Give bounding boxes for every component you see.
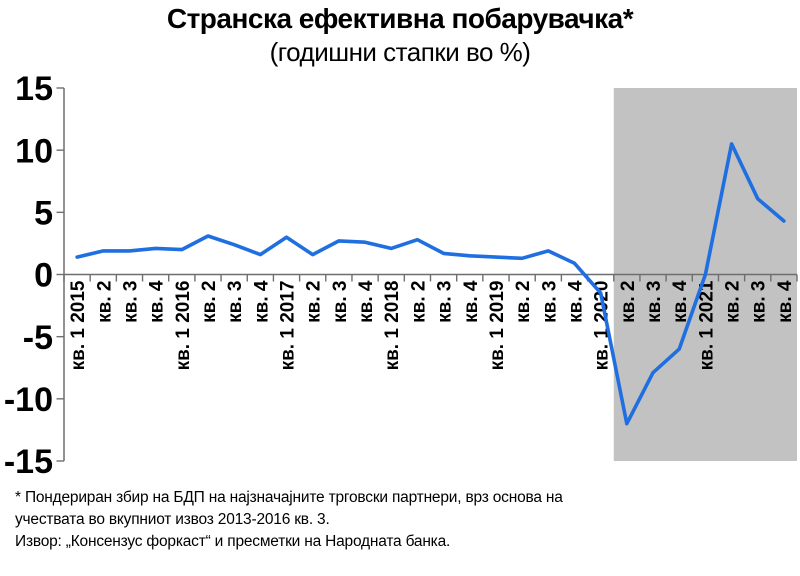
x-tick-label: кв. 1 2020 xyxy=(592,281,613,371)
y-tick-label: -10 xyxy=(4,381,53,419)
x-tick-label: кв. 2 xyxy=(94,281,115,323)
y-tick-label: -15 xyxy=(4,443,53,480)
x-tick-label: кв. 2 xyxy=(618,281,639,323)
x-tick-label: кв. 2 xyxy=(723,281,744,323)
chart-subtitle: (годишни стапки во %) xyxy=(269,37,531,67)
x-tick-label: кв. 1 2017 xyxy=(278,281,299,371)
x-tick-label: кв. 4 xyxy=(775,280,796,323)
x-tick-label: кв. 4 xyxy=(251,280,272,323)
x-tick-label: кв. 3 xyxy=(120,281,141,323)
x-tick-label: кв. 2 xyxy=(304,281,325,323)
x-tick-label: кв. 4 xyxy=(147,280,168,323)
x-tick-label: кв. 4 xyxy=(565,280,586,323)
y-tick-label: 15 xyxy=(15,70,53,108)
source-note: Извор: „Консензус форкаст“ и пресметки н… xyxy=(15,533,451,550)
x-tick-label: кв. 3 xyxy=(330,281,351,323)
x-tick-label: кв. 3 xyxy=(749,281,770,323)
x-tick-label: кв. 1 2016 xyxy=(173,281,194,371)
x-tick-label: кв. 2 xyxy=(513,281,534,323)
x-tick-label: кв. 3 xyxy=(539,281,560,323)
footnote-line-1: * Пондериран збир на БДП на најзначајнит… xyxy=(15,489,563,506)
x-tick-label: кв. 3 xyxy=(225,281,246,323)
x-tick-label: кв. 3 xyxy=(435,281,456,323)
x-tick-label: кв. 1 2015 xyxy=(68,280,89,370)
footnote-line-2: учествата во вкупниот извоз 2013-2016 кв… xyxy=(15,511,330,528)
footnotes: * Пондериран збир на БДП на најзначајнит… xyxy=(15,487,790,553)
y-tick-label: -5 xyxy=(23,319,53,357)
x-tick-label: кв. 1 2019 xyxy=(487,280,508,370)
x-tick-label: кв. 4 xyxy=(670,280,691,323)
x-tick-label: кв. 1 2021 xyxy=(696,280,717,370)
x-tick-label: кв. 4 xyxy=(356,280,377,323)
x-tick-label: кв. 4 xyxy=(461,280,482,323)
x-tick-label: кв. 1 2018 xyxy=(382,281,403,371)
data-line xyxy=(75,142,786,426)
x-tick-label: кв. 3 xyxy=(644,281,665,323)
chart-title: Странска ефективна побарувачка* xyxy=(166,3,634,34)
x-tick-label: кв. 2 xyxy=(199,281,220,323)
y-tick-label: 0 xyxy=(34,257,53,295)
y-tick-label: 5 xyxy=(34,195,53,233)
x-tick-label: кв. 2 xyxy=(408,281,429,323)
y-tick-label: 10 xyxy=(15,132,53,170)
